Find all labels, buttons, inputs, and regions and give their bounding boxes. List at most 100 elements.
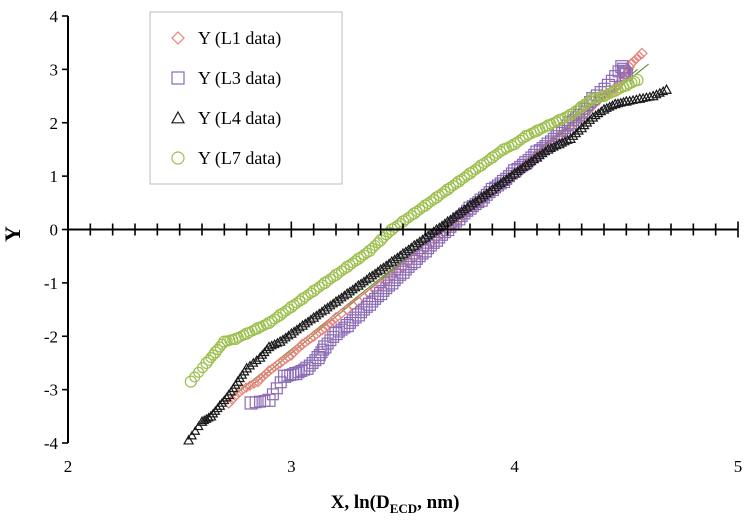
data-point	[338, 263, 350, 275]
data-point	[258, 370, 269, 382]
data-point	[327, 271, 339, 283]
data-point	[230, 379, 241, 389]
y-axis-ticks	[62, 15, 68, 444]
data-point	[514, 134, 526, 146]
data-point	[205, 410, 217, 421]
data-point	[628, 56, 639, 67]
data-point	[392, 252, 403, 262]
data-point	[631, 53, 642, 65]
data-point	[381, 260, 392, 270]
x-tick-label: 5	[734, 457, 743, 476]
data-point	[239, 366, 250, 376]
data-point	[458, 171, 470, 184]
data-point	[274, 376, 287, 389]
x-tick-label: 4	[510, 457, 519, 476]
data-point	[456, 173, 468, 186]
data-point	[316, 324, 328, 336]
legend: Y (L1 data) Y (L3 data) Y (L4 data) Y (L7 d…	[149, 11, 343, 185]
data-point	[270, 382, 283, 395]
data-point	[413, 250, 426, 263]
data-point	[347, 284, 358, 294]
legend-marker	[171, 151, 185, 165]
data-point	[562, 110, 574, 122]
y-tick-label: 2	[50, 114, 59, 133]
data-point	[461, 169, 473, 182]
data-point	[269, 361, 280, 373]
data-point	[336, 292, 347, 302]
data-point	[221, 392, 232, 402]
y-tick-label: -4	[44, 434, 59, 453]
y-axis-tick-labels: -4 -3 -2 -1 0 1 2 3 4	[44, 7, 59, 453]
data-point	[317, 343, 330, 356]
data-point	[282, 303, 295, 315]
data-point	[436, 187, 448, 200]
data-point	[578, 99, 591, 111]
data-points	[183, 47, 673, 445]
data-point	[402, 260, 415, 273]
data-point	[212, 403, 223, 413]
data-point	[573, 125, 584, 135]
data-point	[627, 94, 639, 104]
y-tick-label: 0	[50, 221, 59, 240]
data-point	[219, 395, 230, 405]
y-tick-label: 3	[50, 60, 59, 79]
data-point	[324, 334, 337, 347]
data-point	[257, 349, 268, 359]
x-tick-label: 2	[64, 457, 73, 476]
data-point	[193, 421, 204, 431]
x-axis-title: X, ln(DECD, nm)	[331, 492, 460, 516]
data-point	[391, 271, 404, 284]
data-point	[629, 75, 641, 87]
data-point	[294, 341, 306, 353]
data-point	[492, 180, 503, 190]
data-point	[593, 108, 604, 118]
data-point	[411, 205, 423, 218]
data-point	[537, 148, 548, 158]
legend-label: Y (L7 data)	[198, 148, 281, 169]
data-point	[370, 268, 381, 278]
data-point	[467, 165, 479, 178]
data-point	[450, 177, 462, 190]
data-point	[266, 388, 279, 401]
x-axis-title-tail: , nm)	[417, 492, 459, 513]
data-point	[336, 265, 348, 277]
data-point	[210, 405, 221, 415]
data-point	[248, 378, 260, 389]
data-point	[266, 315, 278, 327]
data-point	[186, 430, 198, 440]
data-point	[347, 257, 359, 269]
data-point	[548, 141, 559, 151]
legend-marker	[171, 71, 185, 85]
data-point	[259, 346, 270, 357]
data-point	[526, 156, 537, 166]
x-tick-label: 3	[287, 457, 296, 476]
data-point	[581, 97, 593, 109]
data-point	[333, 267, 345, 279]
data-point	[217, 397, 228, 407]
data-point	[280, 332, 291, 342]
data-point	[303, 316, 314, 326]
data-point	[302, 334, 314, 346]
data-point	[358, 276, 369, 286]
data-point	[190, 425, 201, 435]
data-point	[403, 244, 414, 254]
data-point	[305, 287, 317, 299]
y-tick-label: -3	[44, 381, 58, 400]
data-point	[380, 282, 393, 295]
data-point	[389, 221, 401, 234]
data-point	[447, 179, 459, 192]
data-point	[405, 209, 417, 222]
y-tick-label: 1	[50, 167, 59, 186]
data-point	[612, 98, 624, 108]
data-point	[483, 153, 496, 165]
data-point	[346, 314, 359, 327]
data-point	[254, 395, 267, 408]
legend-items: Y (L1 data) Y (L3 data) Y (L4 data) Y (L7 d…	[170, 28, 281, 169]
data-point	[459, 204, 470, 214]
data-point	[515, 164, 526, 174]
data-point	[251, 354, 262, 365]
data-point	[358, 249, 370, 261]
data-point	[506, 139, 518, 151]
data-point	[638, 92, 649, 102]
